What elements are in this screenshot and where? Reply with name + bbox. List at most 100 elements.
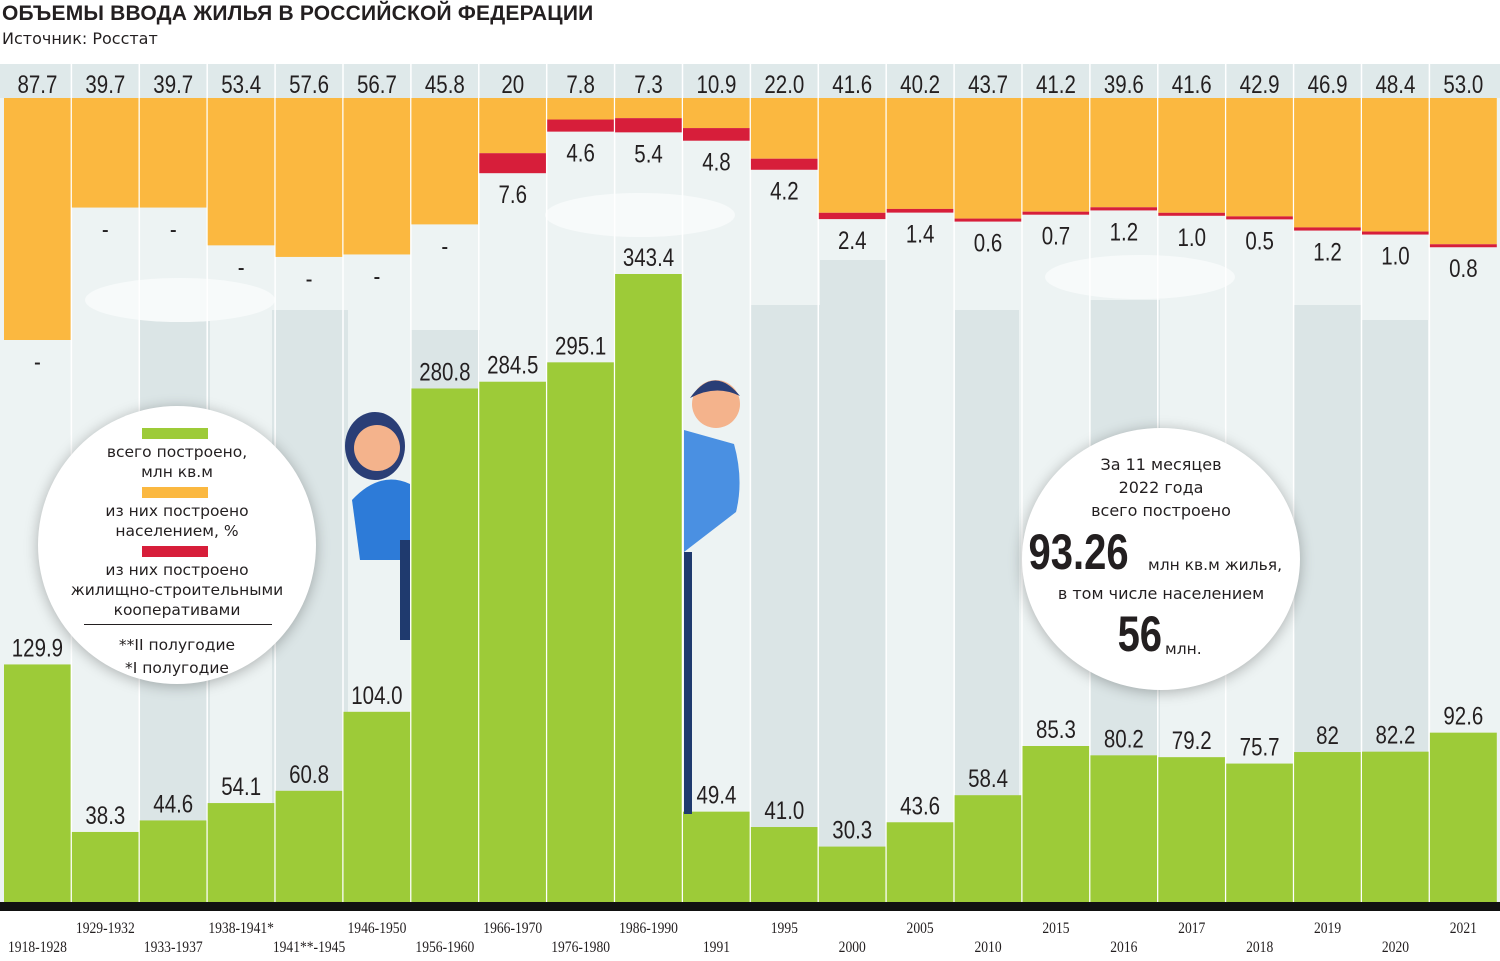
callout-line4: в том числе населением <box>1057 584 1265 603</box>
category-label: 2000 <box>839 939 866 956</box>
total-label: 80.2 <box>1104 724 1144 752</box>
coop-bar <box>1429 244 1497 248</box>
category-label: 1986-1990 <box>619 920 678 937</box>
chart-title: ОБЪЕМЫ ВВОДА ЖИЛЬЯ В РОССИЙСКОЙ ФЕДЕРАЦИ… <box>2 2 594 25</box>
population-bar <box>275 98 343 257</box>
coop-label: 4.2 <box>770 177 798 205</box>
total-label: 60.8 <box>289 760 329 788</box>
total-label: 75.7 <box>1240 733 1280 761</box>
coop-label: 4.6 <box>566 139 594 167</box>
cloud-left <box>85 278 275 322</box>
legend-swatch-total <box>142 428 208 439</box>
population-bar <box>207 98 275 246</box>
coop-bar <box>1226 216 1294 220</box>
category-label: 1941**-1945 <box>273 939 345 956</box>
character-boy-body <box>684 430 740 552</box>
category-label: 2005 <box>907 920 934 937</box>
population-label: 39.6 <box>1104 70 1144 98</box>
total-label: 343.4 <box>623 243 675 271</box>
cloud-right <box>1045 255 1235 299</box>
total-label: 82.2 <box>1375 721 1415 749</box>
population-bar <box>1090 98 1158 208</box>
total-label: 280.8 <box>419 358 470 386</box>
total-bar <box>139 820 207 902</box>
population-bar <box>1226 98 1294 217</box>
coop-label: - <box>374 261 381 289</box>
callout-line1: За 11 месяцев <box>1100 455 1222 474</box>
callout-small-unit: млн. <box>1165 640 1202 658</box>
coop-bar <box>1090 207 1158 211</box>
total-bar <box>615 274 682 902</box>
coop-label: 5.4 <box>634 139 663 167</box>
category-label: 1933-1937 <box>144 939 203 956</box>
callout-big-value: 93.26 <box>1028 524 1129 580</box>
coop-label: 1.4 <box>906 220 935 248</box>
total-bar <box>343 711 411 902</box>
coop-label: 0.8 <box>1449 254 1477 282</box>
coop-label: - <box>238 252 245 280</box>
total-bar <box>886 822 954 902</box>
population-label: 43.7 <box>968 70 1008 98</box>
coop-label: 0.7 <box>1042 222 1070 250</box>
coop-label: 7.6 <box>499 180 527 208</box>
population-bar <box>683 98 750 129</box>
total-bar <box>683 811 750 902</box>
total-bar <box>1022 746 1090 902</box>
coop-label: 4.8 <box>702 148 730 176</box>
category-label: 1938-1941* <box>208 920 274 937</box>
category-label: 1946-1950 <box>348 920 407 937</box>
coop-label: 0.5 <box>1245 226 1273 254</box>
cloud-center <box>545 193 735 237</box>
category-label: 1929-1932 <box>76 920 135 937</box>
population-bar <box>886 98 954 209</box>
skyline-building-4 <box>820 260 886 902</box>
coop-label: - <box>441 231 448 259</box>
coop-bar <box>750 158 818 170</box>
total-bar <box>547 362 615 902</box>
population-bar <box>139 98 207 208</box>
character-girl-face <box>354 425 400 471</box>
population-bar <box>615 98 682 119</box>
population-bar <box>750 98 818 159</box>
coop-bar <box>886 208 954 213</box>
coop-bar <box>615 118 682 133</box>
total-bar <box>479 381 547 903</box>
total-bar <box>750 827 818 902</box>
category-label: 2021 <box>1450 920 1477 937</box>
legend-label-population: из них построено населением, % <box>105 502 249 540</box>
callout-big-row: 93.26 млн кв.м жилья, <box>1022 524 1300 580</box>
category-label: 2016 <box>1110 939 1137 956</box>
population-label: 56.7 <box>357 70 397 98</box>
character-girl-legs <box>400 540 410 640</box>
population-label: 87.7 <box>17 70 57 98</box>
total-label: 82 <box>1316 721 1339 749</box>
total-bar <box>1226 763 1294 902</box>
total-label: 284.5 <box>487 351 538 379</box>
population-label: 39.7 <box>153 70 193 98</box>
population-bar <box>547 98 615 120</box>
category-label: 2018 <box>1246 939 1273 956</box>
coop-label: 1.2 <box>1313 238 1341 266</box>
callout-small-value: 56 <box>1117 606 1163 662</box>
population-bar <box>4 98 71 340</box>
legend-label-coops: из них построено жилищно-строительными к… <box>70 561 284 619</box>
coop-bar <box>1362 231 1429 235</box>
population-bar <box>818 98 886 213</box>
total-label: 104.0 <box>351 681 402 709</box>
callout-small-row: 56 млн. <box>1022 606 1300 662</box>
coop-bar <box>479 153 547 174</box>
total-label: 38.3 <box>85 801 125 829</box>
category-label: 1956-1960 <box>415 939 474 956</box>
total-label: 85.3 <box>1036 715 1076 743</box>
population-label: 41.2 <box>1036 70 1076 98</box>
callout-line3: всего построено <box>1091 501 1231 520</box>
skyline-building-3 <box>750 305 820 902</box>
legend-swatch-coops <box>142 546 208 557</box>
category-label: 1995 <box>771 920 798 937</box>
population-bar <box>1022 98 1090 212</box>
category-label: 1966-1970 <box>483 920 542 937</box>
coop-bar <box>1158 212 1226 216</box>
population-bar <box>411 98 479 225</box>
total-bar <box>71 831 139 902</box>
category-label: 2017 <box>1178 920 1205 937</box>
